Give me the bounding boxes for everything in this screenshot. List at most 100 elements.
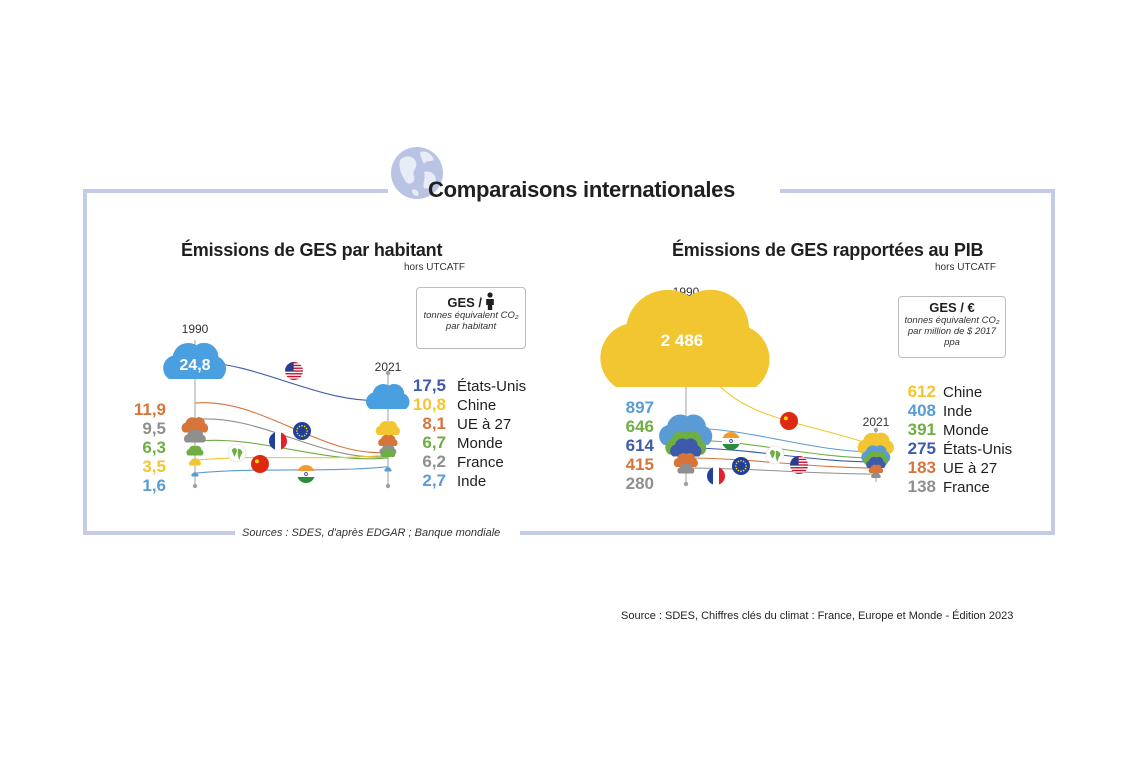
flag-star: [783, 416, 788, 421]
flag-star: [296, 432, 299, 435]
globe-land: [775, 450, 781, 463]
flag-stripe: [790, 456, 808, 458]
flag-star: [298, 434, 301, 437]
start-value-inde: 1,6: [142, 476, 166, 495]
globe-land: [237, 448, 243, 461]
flag-star: [301, 424, 303, 427]
flag-band: [722, 432, 740, 438]
start-value-france: 9,5: [142, 419, 166, 438]
flag-star: [301, 435, 303, 438]
flag-fill: [293, 422, 311, 440]
axis-dot: [385, 483, 391, 489]
panel1-unit-box: GES / tonnes équivalent CO₂ par habitant: [416, 287, 526, 349]
legend-label-monde: Monde: [457, 435, 503, 452]
start-cloud-etats-unis: [163, 342, 227, 380]
panel2-unit-label: GES / €: [929, 300, 975, 315]
flag-band: [719, 467, 725, 485]
end-value-chine: 10,8: [413, 395, 446, 414]
per-capita-chart: 1990 2021 24,8 11,99,56,33,51,6 17,5 États-Un…: [134, 322, 526, 495]
flag-star: [254, 459, 259, 464]
panel1-unit-text: tonnes équivalent CO₂ par habitant: [423, 310, 519, 332]
sources-gap: [235, 525, 520, 545]
start-value-chine: 2 486: [661, 331, 704, 350]
flag-stripe: [790, 467, 808, 469]
end-cloud-monde: [380, 448, 396, 458]
legend-label-ue-a-27: UE à 27: [457, 416, 511, 433]
end-cloud-france: [871, 472, 881, 478]
panel2-unit-text: tonnes équivalent CO₂ par million de $ 2…: [904, 315, 1000, 348]
flag-bg: [251, 455, 269, 473]
usa-flag-icon: [285, 362, 303, 380]
flag-star: [296, 427, 299, 430]
world-globe-icon: [227, 443, 247, 463]
china-flag-icon: [780, 412, 798, 430]
end-cloud-etats-unis: [365, 383, 410, 409]
panel1-unit-label: GES /: [447, 295, 483, 310]
flag-fill: [780, 412, 798, 430]
start-cloud-monde: [186, 445, 204, 456]
start-value-monde: 6,3: [142, 438, 166, 457]
start-cloud-etats-unis: [670, 438, 702, 457]
end-value-chine: 612: [908, 382, 936, 401]
start-cloud-inde: [191, 472, 199, 477]
flag-star: [742, 469, 745, 472]
flag-fill: [269, 432, 287, 450]
axis-dot: [873, 427, 879, 433]
flag-band: [297, 477, 315, 483]
start-cloud-ue-a-27: [673, 453, 698, 467]
flag-fill: [707, 467, 725, 485]
flag-band: [269, 432, 275, 450]
flag-star: [734, 465, 737, 467]
series-line-monde: [194, 439, 389, 460]
flag-stripe: [285, 362, 303, 364]
globe-base: [227, 443, 247, 463]
end-value-ue-a-27: 183: [908, 458, 936, 477]
axis-dot: [683, 481, 689, 487]
start-cloud-ue-a-27: [181, 417, 209, 433]
world-globe-icon: [765, 445, 785, 465]
flag-star: [303, 425, 306, 428]
flag-fill: [722, 432, 740, 450]
panel2-title: Émissions de GES rapportées au PIB: [672, 240, 984, 260]
flag-star: [745, 465, 748, 467]
flag-stripe: [790, 464, 808, 466]
flag-stripe: [285, 370, 303, 372]
end-value-france: 6,2: [422, 452, 446, 471]
france-flag-icon: [707, 467, 725, 485]
start-value-inde: 897: [626, 398, 654, 417]
flag-wheel: [304, 472, 308, 476]
legend-label-ue-a-27: UE à 27: [943, 460, 997, 477]
flag-stripe: [285, 373, 303, 375]
flag-fill: [251, 455, 269, 473]
flag-star: [735, 462, 738, 465]
flag-canton: [285, 362, 294, 371]
flag-canton: [790, 456, 799, 465]
usa-flag-icon: [790, 456, 808, 474]
start-cloud-chine: [600, 289, 770, 387]
end-value-inde: 408: [908, 401, 936, 420]
flag-stripe: [790, 458, 808, 461]
end-cloud-ue-a-27: [868, 464, 884, 474]
flag-fill: [732, 457, 750, 475]
flag-stripe: [285, 375, 303, 378]
flag-stripe: [790, 469, 808, 472]
end-value-etats-unis: 17,5: [413, 376, 446, 395]
flag-star: [744, 462, 747, 465]
series-line-ue-a-27: [685, 457, 877, 469]
start-cloud-france: [677, 463, 695, 474]
start-cloud-chine: [188, 458, 201, 466]
legend-label-chine: Chine: [943, 384, 982, 401]
legend-label-inde: Inde: [457, 473, 486, 490]
globe-base: [765, 445, 785, 465]
start-value-etats-unis: 24,8: [179, 357, 210, 374]
end-cloud-etats-unis: [866, 456, 886, 468]
flag-star: [305, 427, 308, 430]
flag-bg: [732, 457, 750, 475]
globe-land: [769, 450, 775, 459]
flag-star: [742, 460, 745, 463]
flag-band: [275, 432, 281, 450]
india-flag-icon: [722, 432, 740, 450]
